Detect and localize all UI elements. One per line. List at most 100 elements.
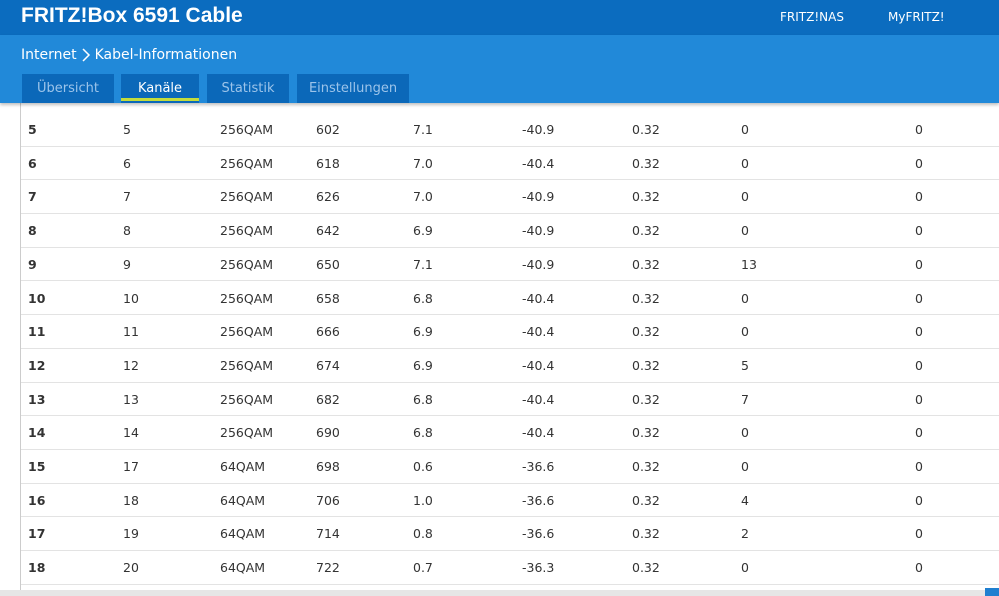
table-cell: 10 bbox=[28, 290, 46, 306]
table-cell: 0.32 bbox=[632, 155, 660, 171]
table-row: 10 10 256QAM 658 6.8 -40.4 0.32 0 0 bbox=[21, 282, 999, 316]
table-cell: 0.32 bbox=[632, 256, 660, 272]
top-bar: FRITZ!Box 6591 Cable FRITZ!NAS MyFRITZ! bbox=[0, 0, 999, 35]
table-cell: 666 bbox=[316, 324, 340, 340]
table-cell: 674 bbox=[316, 357, 340, 373]
table-cell: 0.32 bbox=[632, 391, 660, 407]
table-cell: 17 bbox=[28, 526, 46, 542]
scroll-button[interactable] bbox=[985, 588, 999, 596]
table-cell: 6.8 bbox=[413, 425, 433, 441]
table-cell: 0 bbox=[915, 256, 923, 272]
table-cell: 0.32 bbox=[632, 290, 660, 306]
table-cell: 698 bbox=[316, 459, 340, 474]
table-cell: 0 bbox=[915, 223, 923, 239]
table-cell: 6.9 bbox=[413, 357, 433, 373]
table-cell: 13 bbox=[28, 391, 46, 407]
table-row: 9 9 256QAM 650 7.1 -40.9 0.32 13 0 bbox=[21, 248, 999, 282]
table-cell: 0 bbox=[915, 391, 923, 407]
table-cell: 7.1 bbox=[413, 122, 433, 137]
table-cell: 256QAM bbox=[220, 391, 274, 407]
tab[interactable]: Übersicht bbox=[22, 74, 114, 103]
table-cell: 650 bbox=[316, 256, 340, 272]
table-cell: 256QAM bbox=[220, 189, 274, 205]
table-cell: 0.32 bbox=[632, 492, 660, 508]
table-cell: 626 bbox=[316, 189, 340, 205]
breadcrumb: Internet Kabel-Informationen bbox=[21, 47, 237, 63]
product-title: FRITZ!Box 6591 Cable bbox=[21, 4, 243, 27]
table-cell: 10 bbox=[123, 290, 139, 306]
table-cell: 7.0 bbox=[413, 189, 433, 205]
table-cell: 8 bbox=[123, 223, 131, 239]
tab[interactable]: Statistik bbox=[207, 74, 289, 103]
table-cell: 2 bbox=[741, 526, 749, 542]
scrollbar bbox=[0, 590, 999, 596]
table-cell: 15 bbox=[28, 459, 46, 474]
table-cell: 12 bbox=[28, 357, 46, 373]
table-cell: 18 bbox=[123, 492, 139, 508]
table-cell: 0.32 bbox=[632, 425, 660, 441]
breadcrumb-section[interactable]: Internet bbox=[21, 47, 77, 63]
table-cell: 7 bbox=[28, 189, 37, 205]
table-cell: 658 bbox=[316, 290, 340, 306]
table-cell: 9 bbox=[28, 256, 37, 272]
table-cell: 6 bbox=[123, 155, 131, 171]
table-cell: 0 bbox=[915, 492, 923, 508]
table-cell: 0.32 bbox=[632, 459, 660, 474]
table-cell: 7.1 bbox=[413, 256, 433, 272]
table-cell: -40.4 bbox=[522, 155, 555, 171]
table-row: 18 20 64QAM 722 0.7 -36.3 0.32 0 0 bbox=[21, 551, 999, 585]
table-cell: -40.4 bbox=[522, 324, 555, 340]
table-cell: 6.8 bbox=[413, 391, 433, 407]
table-cell: -40.4 bbox=[522, 425, 555, 441]
table-row: 12 12 256QAM 674 6.9 -40.4 0.32 5 0 bbox=[21, 349, 999, 383]
table-cell: 0 bbox=[915, 425, 923, 441]
table-cell: 706 bbox=[316, 492, 340, 508]
table-cell: 7 bbox=[123, 189, 131, 205]
chevron-icon bbox=[82, 48, 90, 62]
table-cell: 256QAM bbox=[220, 324, 274, 340]
table-cell: 5 bbox=[123, 122, 131, 137]
table-cell: -36.3 bbox=[522, 560, 555, 576]
table-cell: 0.7 bbox=[413, 560, 433, 576]
table-cell: 6.9 bbox=[413, 223, 433, 239]
table-cell: 0.32 bbox=[632, 189, 660, 205]
table-cell: 256QAM bbox=[220, 256, 274, 272]
table-cell: 6.9 bbox=[413, 324, 433, 340]
table-cell: 642 bbox=[316, 223, 340, 239]
table-cell: 0 bbox=[741, 223, 749, 239]
table-cell: 20 bbox=[123, 560, 139, 576]
table-cell: 0.32 bbox=[632, 324, 660, 340]
table-cell: -40.9 bbox=[522, 189, 555, 205]
nav-link[interactable]: FRITZ!NAS bbox=[780, 10, 844, 24]
table-cell: 0 bbox=[915, 526, 923, 542]
table-cell: 682 bbox=[316, 391, 340, 407]
table-cell: 0 bbox=[915, 459, 923, 474]
tab[interactable]: Einstellungen bbox=[297, 74, 409, 103]
table-row: 5 5 256QAM 602 7.1 -40.9 0.32 0 0 bbox=[21, 113, 999, 147]
table-cell: 64QAM bbox=[220, 526, 266, 542]
table-cell: 18 bbox=[28, 560, 46, 576]
table-cell: 7 bbox=[741, 391, 749, 407]
table-cell: -36.6 bbox=[522, 492, 555, 508]
table-cell: 12 bbox=[123, 357, 139, 373]
tab[interactable]: Kanäle bbox=[121, 74, 199, 103]
table-cell: 602 bbox=[316, 122, 340, 137]
table-row: 16 18 64QAM 706 1.0 -36.6 0.32 4 0 bbox=[21, 484, 999, 518]
table-cell: 714 bbox=[316, 526, 340, 542]
table-cell: 0 bbox=[915, 189, 923, 205]
table-cell: 64QAM bbox=[220, 492, 266, 508]
table-cell: 0 bbox=[915, 560, 923, 576]
table-row: 14 14 256QAM 690 6.8 -40.4 0.32 0 0 bbox=[21, 416, 999, 450]
table-cell: 0 bbox=[741, 324, 749, 340]
table-cell: 0 bbox=[741, 425, 749, 441]
table-row: 13 13 256QAM 682 6.8 -40.4 0.32 7 0 bbox=[21, 383, 999, 417]
table-cell: 19 bbox=[123, 526, 139, 542]
nav-link[interactable]: MyFRITZ! bbox=[888, 10, 945, 24]
table-cell: 0.32 bbox=[632, 357, 660, 373]
channel-table: 5 5 256QAM 602 7.1 -40.9 0.32 0 0 6 6 256QAM 618 7.0 -… bbox=[20, 103, 999, 590]
table-cell: 256QAM bbox=[220, 122, 274, 137]
table-cell: -36.6 bbox=[522, 459, 555, 474]
table-cell: 0.32 bbox=[632, 526, 660, 542]
table-cell: 9 bbox=[123, 256, 131, 272]
